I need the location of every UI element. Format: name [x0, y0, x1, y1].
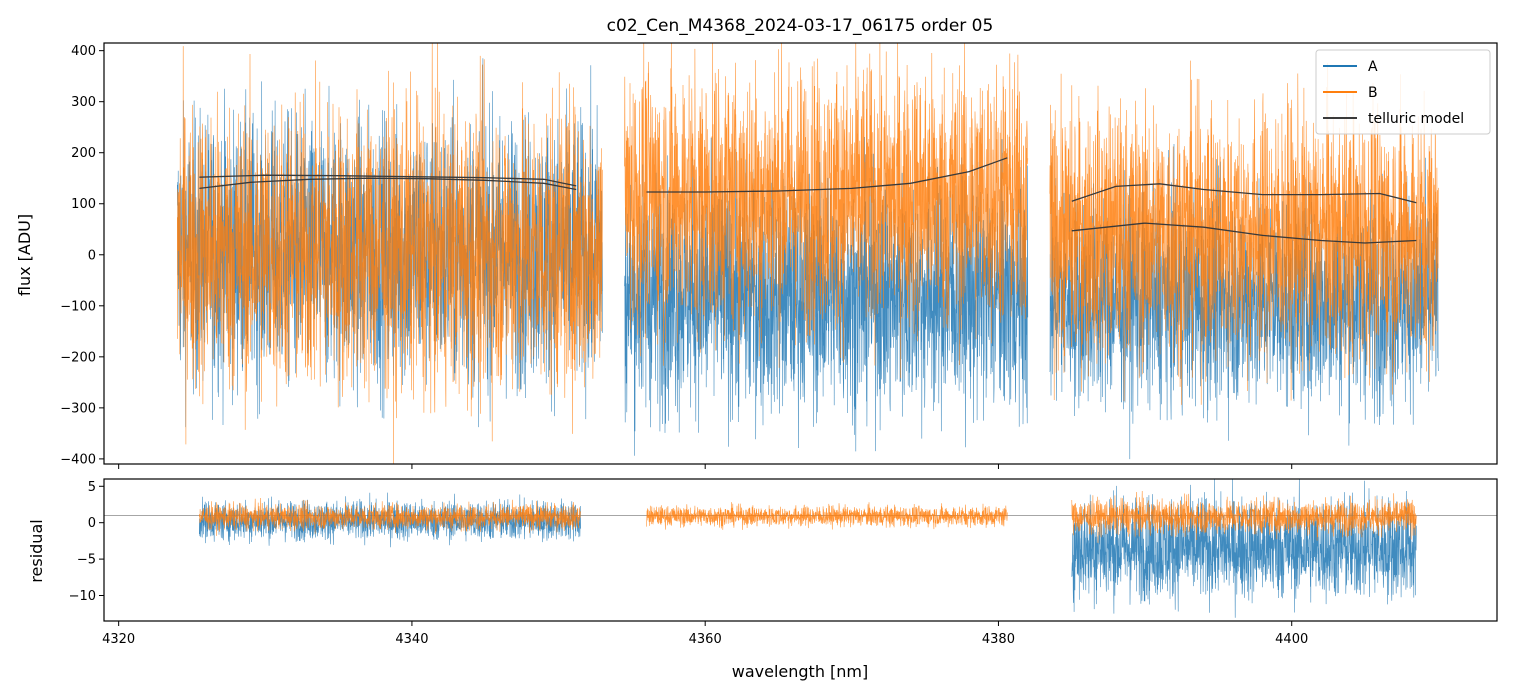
y-tick-label: 5 [88, 480, 96, 495]
telluric-model-curve [1071, 222, 1417, 244]
series-B-segment [1071, 490, 1417, 544]
flux-y-axis: −400 −300 −200 −100 0 100 200 300 400 [60, 44, 104, 467]
y-tick-label: 0 [88, 248, 96, 263]
telluric-model-lines [199, 157, 1417, 244]
flux-panel: −400 −300 −200 −100 0 100 200 300 400 flux [ADU] [15, 42, 1498, 469]
legend-box [1315, 49, 1491, 135]
telluric-model-curve [646, 157, 1008, 193]
residual-y-axis-label: residual [27, 519, 46, 582]
y-tick-label: −400 [60, 452, 96, 467]
x-tick-label: 4380 [982, 632, 1015, 647]
x-tick-label: 4320 [102, 632, 135, 647]
residual-panel: −10 −5 0 5 4320 4340 4360 4380 4400 residual [27, 478, 1498, 647]
flux-y-axis-label: flux [ADU] [15, 214, 34, 296]
x-tick-label: 4400 [1275, 632, 1308, 647]
legend: A B telluric model [1315, 49, 1491, 135]
series-B-segment [177, 42, 603, 465]
x-tick-label: 4360 [689, 632, 722, 647]
legend-label-telluric-model: telluric model [1368, 111, 1464, 127]
telluric-model-curve [199, 177, 577, 191]
y-tick-label: 200 [71, 146, 96, 161]
flux-axes-frame [103, 42, 1498, 465]
residual-y-axis: −10 −5 0 5 [69, 480, 104, 604]
y-tick-label: 0 [88, 516, 96, 531]
telluric-model-curve [1071, 183, 1417, 204]
y-tick-label: 100 [71, 197, 96, 212]
chart-title: c02_Cen_M4368_2024-03-17_06175 order 05 [607, 16, 994, 36]
y-tick-label: −300 [60, 401, 96, 416]
x-axis-label: wavelength [nm] [732, 662, 869, 681]
x-axis: 4320 4340 4360 4380 4400 [102, 621, 1308, 647]
series-B-segment [199, 497, 581, 536]
y-tick-label: −5 [77, 553, 96, 568]
residual-series-B [199, 490, 1417, 544]
telluric-model-curve [199, 174, 577, 187]
y-tick-label: −100 [60, 299, 96, 314]
legend-label-A: A [1368, 59, 1378, 75]
y-tick-label: −200 [60, 350, 96, 365]
y-tick-label: −10 [69, 589, 96, 604]
y-tick-label: 300 [71, 95, 96, 110]
series-B-segment [646, 502, 1008, 530]
residual-axes-frame [103, 478, 1498, 622]
series-A-segment [1071, 478, 1417, 618]
series-B-segment [1049, 60, 1439, 405]
legend-label-B: B [1368, 85, 1378, 101]
x-tick-label: 4340 [395, 632, 428, 647]
y-tick-label: 400 [71, 44, 96, 59]
flux-x-ticks [118, 464, 1293, 469]
